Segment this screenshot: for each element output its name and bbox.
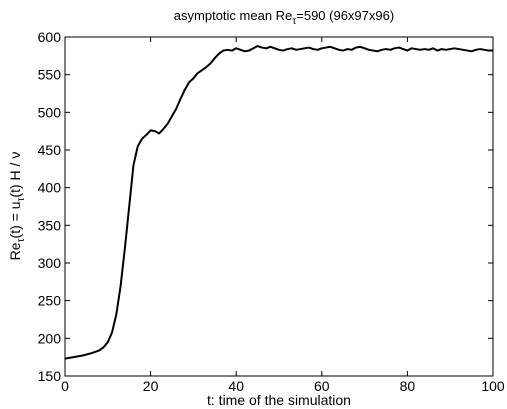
x-tick-label: 20 <box>143 378 159 394</box>
series-line <box>64 45 493 360</box>
y-tick-label: 500 <box>38 104 62 120</box>
y-tick-label: 400 <box>38 180 62 196</box>
y-tick-label: 200 <box>38 330 62 346</box>
y-tick-label: 300 <box>38 255 62 271</box>
y-axis: 150 200 250 300 350 400 450 500 550 600 <box>38 29 493 384</box>
x-axis: 0 20 40 60 80 100 <box>61 37 505 394</box>
y-tick-label: 150 <box>38 368 62 384</box>
y-tick-label: 450 <box>38 142 62 158</box>
chart-title: asymptotic mean Reτ=590 (96x97x96) <box>174 8 394 27</box>
y-tick-label: 600 <box>38 29 62 45</box>
x-tick-label: 80 <box>400 378 416 394</box>
y-axis-label: Reτ(t) = uτ(t) H / ν <box>7 152 27 261</box>
x-tick-label: 100 <box>481 378 505 394</box>
y-tick-label: 350 <box>38 217 62 233</box>
x-tick-label: 60 <box>314 378 330 394</box>
x-tick-label: 40 <box>228 378 244 394</box>
x-axis-label: t: time of the simulation <box>207 392 351 408</box>
y-tick-label: 250 <box>38 293 62 309</box>
x-tick-label: 0 <box>61 378 69 394</box>
y-tick-label: 550 <box>38 67 62 83</box>
plot-frame <box>64 36 494 377</box>
